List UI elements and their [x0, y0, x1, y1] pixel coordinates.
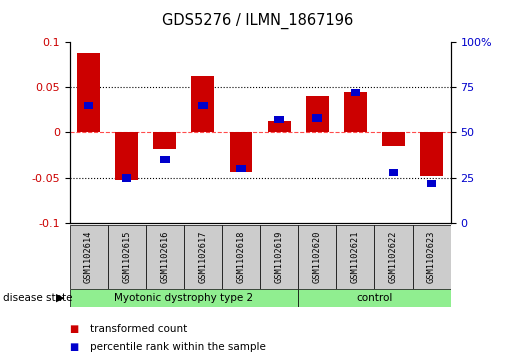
Text: GSM1102623: GSM1102623 — [427, 231, 436, 283]
Bar — [427, 180, 436, 187]
Bar — [344, 92, 367, 132]
Bar — [77, 53, 100, 132]
Bar — [230, 132, 252, 171]
Bar — [313, 114, 322, 122]
Bar — [374, 225, 413, 289]
Text: GSM1102614: GSM1102614 — [84, 231, 93, 283]
Bar — [382, 132, 405, 146]
Text: transformed count: transformed count — [90, 323, 187, 334]
Text: ■: ■ — [70, 342, 79, 352]
Bar — [268, 121, 290, 132]
Bar — [351, 89, 360, 96]
Bar — [274, 116, 284, 123]
Text: Myotonic dystrophy type 2: Myotonic dystrophy type 2 — [114, 293, 253, 303]
Bar — [389, 169, 398, 176]
Bar — [146, 225, 184, 289]
Bar — [192, 76, 214, 132]
Text: GSM1102617: GSM1102617 — [198, 231, 208, 283]
Text: percentile rank within the sample: percentile rank within the sample — [90, 342, 266, 352]
Text: GSM1102622: GSM1102622 — [389, 231, 398, 283]
Text: ■: ■ — [70, 323, 79, 334]
Bar — [84, 102, 93, 109]
Bar — [336, 225, 374, 289]
Bar — [222, 225, 260, 289]
Text: GSM1102616: GSM1102616 — [160, 231, 169, 283]
Bar — [236, 165, 246, 172]
Bar — [298, 225, 336, 289]
Text: GSM1102615: GSM1102615 — [122, 231, 131, 283]
Text: GSM1102620: GSM1102620 — [313, 231, 322, 283]
Bar — [184, 225, 222, 289]
Bar — [298, 289, 451, 307]
Bar — [70, 289, 298, 307]
Bar — [160, 156, 169, 163]
Bar — [122, 174, 131, 182]
Bar — [153, 132, 176, 149]
Text: GSM1102621: GSM1102621 — [351, 231, 360, 283]
Text: GSM1102618: GSM1102618 — [236, 231, 246, 283]
Text: GDS5276 / ILMN_1867196: GDS5276 / ILMN_1867196 — [162, 13, 353, 29]
Bar — [306, 96, 329, 132]
Bar — [70, 225, 108, 289]
Text: disease state: disease state — [3, 293, 72, 303]
Bar — [108, 225, 146, 289]
Text: ▶: ▶ — [56, 293, 64, 303]
Bar — [115, 132, 138, 180]
Bar — [413, 225, 451, 289]
Bar — [260, 225, 298, 289]
Text: control: control — [356, 293, 392, 303]
Bar — [198, 102, 208, 109]
Text: GSM1102619: GSM1102619 — [274, 231, 284, 283]
Bar — [420, 132, 443, 176]
